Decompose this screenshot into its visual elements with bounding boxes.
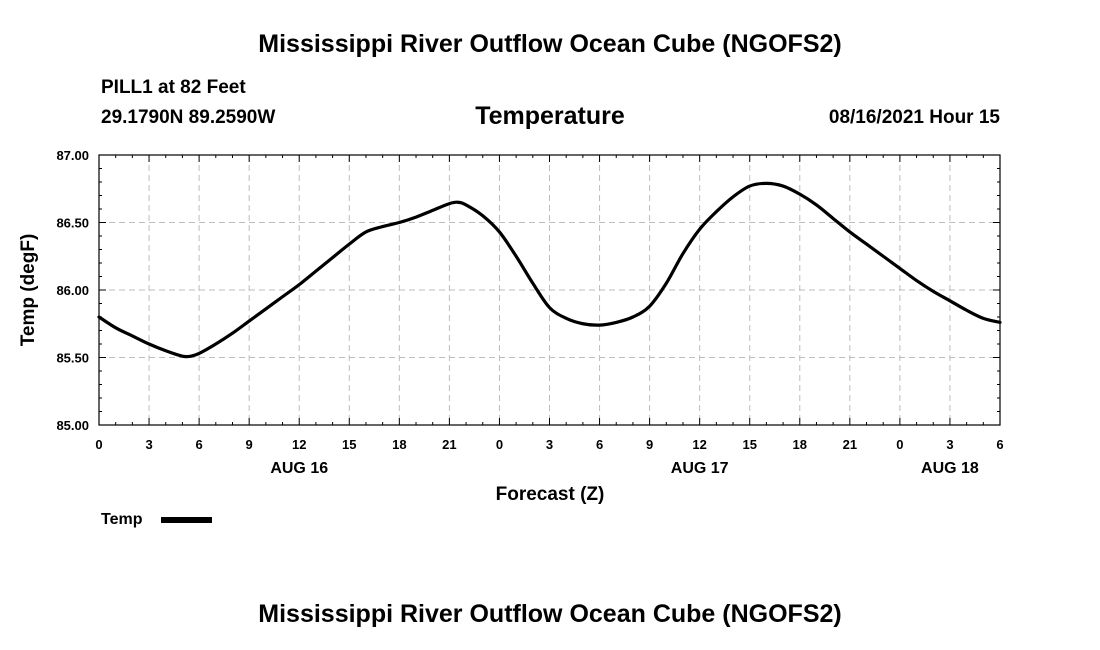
x-tick-label: 9 <box>646 437 653 452</box>
tick-labels: 0 3 6 9 12 15 18 21 0 3 6 9 12 15 18 21 0 3 6 85.00 85.50 86.… <box>56 148 1003 477</box>
x-tick-label: 18 <box>392 437 406 452</box>
x-tick-label: 0 <box>896 437 903 452</box>
x-day-label: AUG 18 <box>921 460 979 477</box>
series-lines <box>97 181 1002 359</box>
x-tick-label: 6 <box>596 437 603 452</box>
x-tick-label: 3 <box>946 437 953 452</box>
station-coordinates: 29.1790N 89.2590W <box>101 107 276 128</box>
x-axis-title: Forecast (Z) <box>496 484 605 505</box>
chart-title-top: Mississippi River Outflow Ocean Cube (NG… <box>258 30 842 58</box>
x-tick-label: 12 <box>292 437 306 452</box>
station-label: PILL1 at 82 Feet <box>101 77 246 98</box>
x-tick-label: 18 <box>793 437 807 452</box>
y-tick-label: 85.50 <box>56 351 89 366</box>
forecast-datetime: 08/16/2021 Hour 15 <box>828 107 1000 128</box>
x-day-label: AUG 16 <box>270 460 328 477</box>
grid-lines <box>99 155 1000 425</box>
plot-frame <box>98 154 1001 426</box>
legend-label: Temp <box>101 511 143 528</box>
x-day-label: AUG 17 <box>671 460 729 477</box>
x-tick-label: 15 <box>342 437 356 452</box>
series-line-temp <box>97 181 1002 359</box>
y-tick-label: 86.00 <box>56 283 89 298</box>
x-tick-label: 0 <box>496 437 503 452</box>
variable-subtitle: Temperature <box>475 102 625 130</box>
x-tick-label: 3 <box>546 437 553 452</box>
x-tick-label: 12 <box>692 437 706 452</box>
y-tick-label: 85.00 <box>56 418 89 433</box>
x-tick-label: 21 <box>843 437 857 452</box>
y-tick-label: 87.00 <box>56 148 89 163</box>
chart-title-bottom: Mississippi River Outflow Ocean Cube (NG… <box>258 600 842 628</box>
x-tick-label: 6 <box>195 437 202 452</box>
x-tick-label: 3 <box>145 437 152 452</box>
x-tick-label: 15 <box>742 437 756 452</box>
y-tick-label: 86.50 <box>56 216 89 231</box>
x-tick-label: 6 <box>996 437 1003 452</box>
x-tick-label: 21 <box>442 437 456 452</box>
y-axis-title: Temp (degF) <box>18 234 39 347</box>
x-tick-label: 9 <box>246 437 253 452</box>
x-tick-label: 0 <box>95 437 102 452</box>
